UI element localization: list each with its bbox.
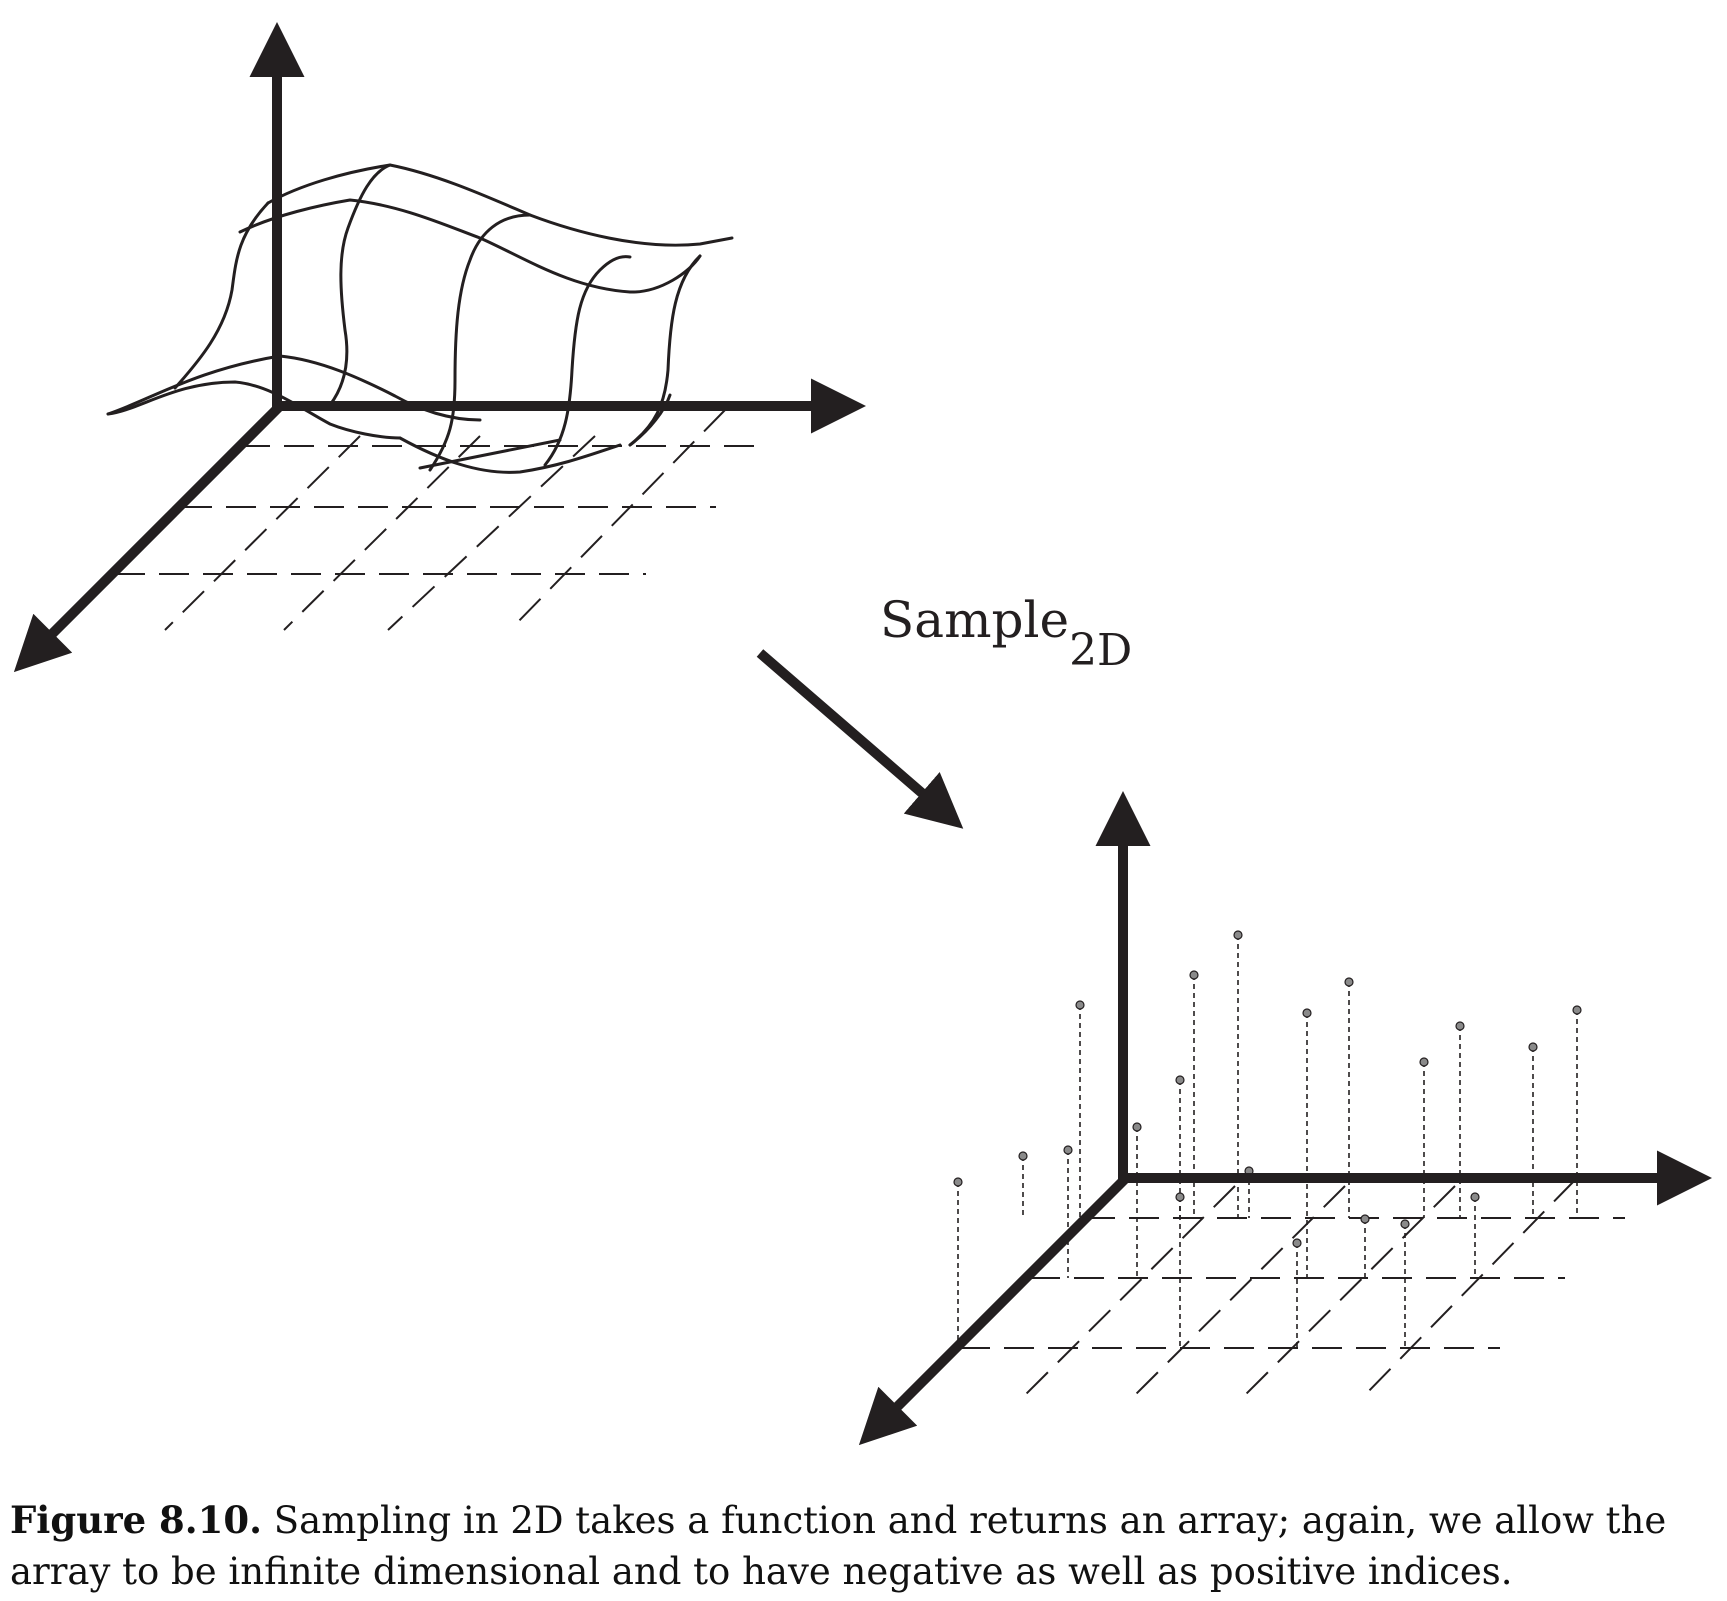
sample-point [1075,1000,1085,1010]
sample-point [1344,977,1354,987]
sample-point [1528,1042,1538,1052]
sample-label-main: Sample [880,591,1069,649]
depth-axis-left [13,402,284,673]
sample-point [1470,1192,1480,1202]
sample-label-subscript: 2D [1069,625,1132,676]
sample-point [1175,1075,1185,1085]
sample-point [1132,1122,1142,1132]
transform-arrow [756,649,964,829]
sample-point [1302,1008,1312,1018]
sampled-array-plot [858,791,1712,1446]
floor-grid-right [960,1179,1625,1401]
sample-stems [957,935,1578,1348]
continuous-function-plot [13,22,866,673]
sample-label: Sample2D [880,591,1132,676]
sample-point [1233,930,1243,940]
sampling-diagram: Sample2D [13,22,1712,1446]
sample-point [953,1177,963,1187]
figure-caption: Figure 8.10. Sampling in 2D takes a func… [10,1495,1720,1597]
axes-right [858,791,1712,1446]
function-surface-mesh [106,163,734,474]
sample-point [1292,1238,1302,1248]
sample-point [1572,1005,1582,1015]
depth-axis-right [858,1174,1130,1446]
sample-point [1189,970,1199,980]
floor-grid-left [115,409,765,631]
sample-point [1018,1151,1028,1161]
sample-point [1400,1219,1410,1229]
sample-point [1455,1021,1465,1031]
figure-number: Figure 8.10. [10,1498,263,1542]
caption-text: Sampling in 2D takes a function and retu… [10,1499,1667,1593]
sample-point [1175,1192,1185,1202]
sample-point [1419,1057,1429,1067]
sample-point [1063,1145,1073,1155]
axes-left [13,22,866,673]
sample-point [1360,1214,1370,1224]
sample-points [953,930,1582,1248]
